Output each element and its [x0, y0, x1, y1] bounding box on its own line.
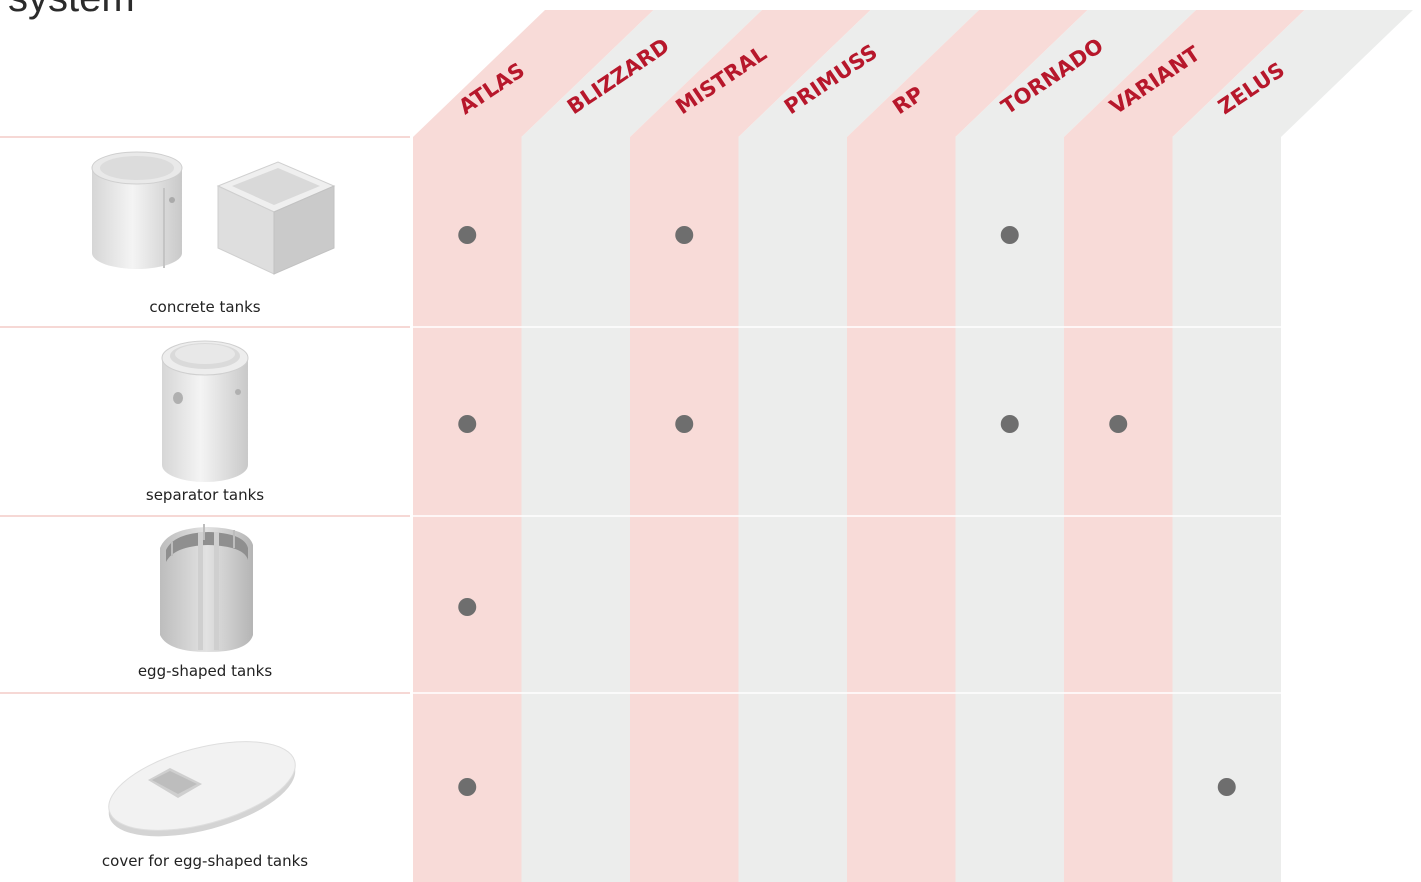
egg-tank-cover-image — [108, 741, 296, 837]
dot-concrete-tanks-mistral — [675, 226, 694, 244]
dot-concrete-tanks-atlas — [458, 226, 477, 244]
dot-separator-tanks-mistral — [675, 415, 694, 433]
column-atlas — [413, 137, 522, 882]
dot-separator-tanks-atlas — [458, 415, 477, 433]
column-header-band-rp — [847, 10, 1088, 137]
dot-separator-tanks-tornado — [1000, 415, 1019, 433]
column-rp — [847, 137, 956, 882]
column-tornado — [955, 137, 1064, 882]
column-zelus — [1172, 137, 1281, 882]
column-header-band-mistral — [630, 10, 871, 137]
dot-cover-for-egg-shaped-tanks-atlas — [458, 778, 477, 796]
dot-egg-shaped-tanks-atlas — [458, 598, 477, 616]
column-header-band-atlas — [413, 10, 654, 137]
column-header-band-zelus — [1172, 10, 1413, 137]
column-header-band-tornado — [955, 10, 1196, 137]
column-header-band-blizzard — [521, 10, 762, 137]
column-variant — [1064, 137, 1173, 882]
column-primuss — [738, 137, 847, 882]
page-title: system — [8, 0, 135, 22]
column-mistral — [630, 137, 739, 882]
dot-separator-tanks-variant — [1109, 415, 1128, 433]
dot-concrete-tanks-tornado — [1000, 226, 1019, 244]
row-caption-egg-tank-cover: cover for egg-shaped tanks — [101, 852, 309, 870]
row-caption-separator-tanks: separator tanks — [145, 486, 265, 504]
column-header-band-primuss — [738, 10, 979, 137]
row-caption-concrete-tanks: concrete tanks — [149, 298, 261, 316]
concrete-tanks-image — [91, 151, 336, 275]
separator-tank-image — [161, 340, 249, 482]
column-blizzard — [521, 137, 630, 882]
egg-shaped-tank-image — [160, 524, 253, 652]
column-header-band-variant — [1064, 10, 1305, 137]
row-caption-egg-shaped-tanks: egg-shaped tanks — [137, 662, 273, 680]
dot-cover-for-egg-shaped-tanks-zelus — [1217, 778, 1236, 796]
